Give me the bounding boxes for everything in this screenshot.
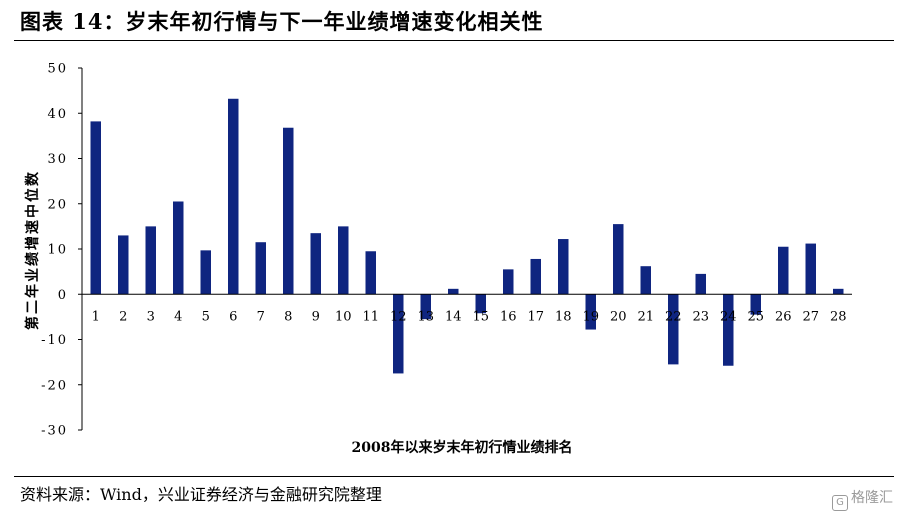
y-tick-label: -10 <box>41 333 68 348</box>
x-tick-label: 20 <box>610 309 627 324</box>
x-tick-label: 22 <box>665 309 682 324</box>
bar-28 <box>833 288 844 295</box>
y-tick-label: 30 <box>47 152 68 167</box>
page-title: 图表 14：岁末年初行情与下一年业绩增速变化相关性 <box>20 9 544 34</box>
bar-27 <box>805 243 816 295</box>
title-divider <box>14 40 894 41</box>
x-tick-label: 11 <box>362 309 379 324</box>
bar-20 <box>613 224 624 295</box>
x-tick-label: 4 <box>174 309 182 324</box>
x-tick-label: 19 <box>582 309 599 324</box>
watermark: G 格隆汇 <box>832 487 893 511</box>
x-tick-label: 10 <box>335 309 352 324</box>
bar-7 <box>255 242 266 295</box>
x-tick-label: 26 <box>775 309 792 324</box>
y-tick-label: 10 <box>47 243 68 258</box>
gelonghui-logo-icon: G <box>832 495 848 511</box>
x-axis-title: 2008年以来岁末年初行情业绩排名 <box>352 439 573 456</box>
watermark-text: 格隆汇 <box>851 490 893 506</box>
x-tick-label: 5 <box>202 309 210 324</box>
x-tick-label: 6 <box>229 309 237 324</box>
x-tick-label: 23 <box>692 309 709 324</box>
bar-1 <box>90 121 101 295</box>
y-tick-label: 40 <box>47 107 68 122</box>
x-tick-label: 27 <box>802 309 819 324</box>
x-tick-label: 8 <box>284 309 292 324</box>
x-tick-label: 3 <box>147 309 155 324</box>
bar-2 <box>118 235 129 295</box>
bar-22 <box>668 294 679 365</box>
bar-6 <box>228 98 239 295</box>
x-tick-label: 13 <box>417 309 434 324</box>
x-tick-label: 9 <box>312 309 320 324</box>
x-tick-label: 14 <box>445 309 462 324</box>
bar-19 <box>585 294 596 330</box>
x-tick-label: 12 <box>390 309 407 324</box>
bar-16 <box>503 269 514 295</box>
x-tick-label: 24 <box>720 309 737 324</box>
footer-divider <box>14 476 894 477</box>
x-tick-label: 15 <box>472 309 489 324</box>
bar-13 <box>420 294 431 320</box>
y-tick-label: 50 <box>47 62 68 77</box>
bar-12 <box>393 294 404 374</box>
y-tick-label: 20 <box>47 197 68 212</box>
x-tick-label: 25 <box>747 309 764 324</box>
y-tick-label: -20 <box>41 378 68 393</box>
y-axis-ticks: 50 40 30 20 10 0 -10 -20 -30 <box>41 62 82 439</box>
x-tick-label: 2 <box>119 309 127 324</box>
bar-23 <box>695 273 706 295</box>
bar-18 <box>558 239 569 295</box>
bar-4 <box>173 201 184 295</box>
bar-series <box>90 98 844 374</box>
x-tick-label: 18 <box>555 309 572 324</box>
bar-24 <box>723 294 734 366</box>
bar-11 <box>365 251 376 295</box>
bar-26 <box>778 246 789 295</box>
x-tick-label: 17 <box>527 309 544 324</box>
bar-5 <box>200 250 211 295</box>
bar-9 <box>310 233 321 295</box>
bar-8 <box>283 127 294 295</box>
bar-25 <box>750 294 761 315</box>
y-tick-label: -30 <box>41 424 68 439</box>
x-tick-label: 1 <box>92 309 100 324</box>
x-axis-ticks: 1 2 3 4 5 6 7 8 9 10 11 12 13 14 15 16 17 18 19 20 21 22 23 24 2… <box>92 309 847 324</box>
x-tick-label: 16 <box>500 309 517 324</box>
x-tick-label: 28 <box>830 309 847 324</box>
bar-10 <box>338 226 349 295</box>
bar-15 <box>475 294 486 314</box>
bar-21 <box>640 266 651 295</box>
bar-17 <box>530 258 541 295</box>
x-tick-label: 7 <box>257 309 265 324</box>
bar-3 <box>145 226 156 295</box>
y-tick-label: 0 <box>58 288 68 303</box>
y-axis-title: 第二年业绩增速中位数 <box>24 170 41 330</box>
x-tick-label: 21 <box>637 309 654 324</box>
source-note: 资料来源：Wind，兴业证券经济与金融研究院整理 <box>20 485 382 504</box>
bar-14 <box>448 288 459 295</box>
